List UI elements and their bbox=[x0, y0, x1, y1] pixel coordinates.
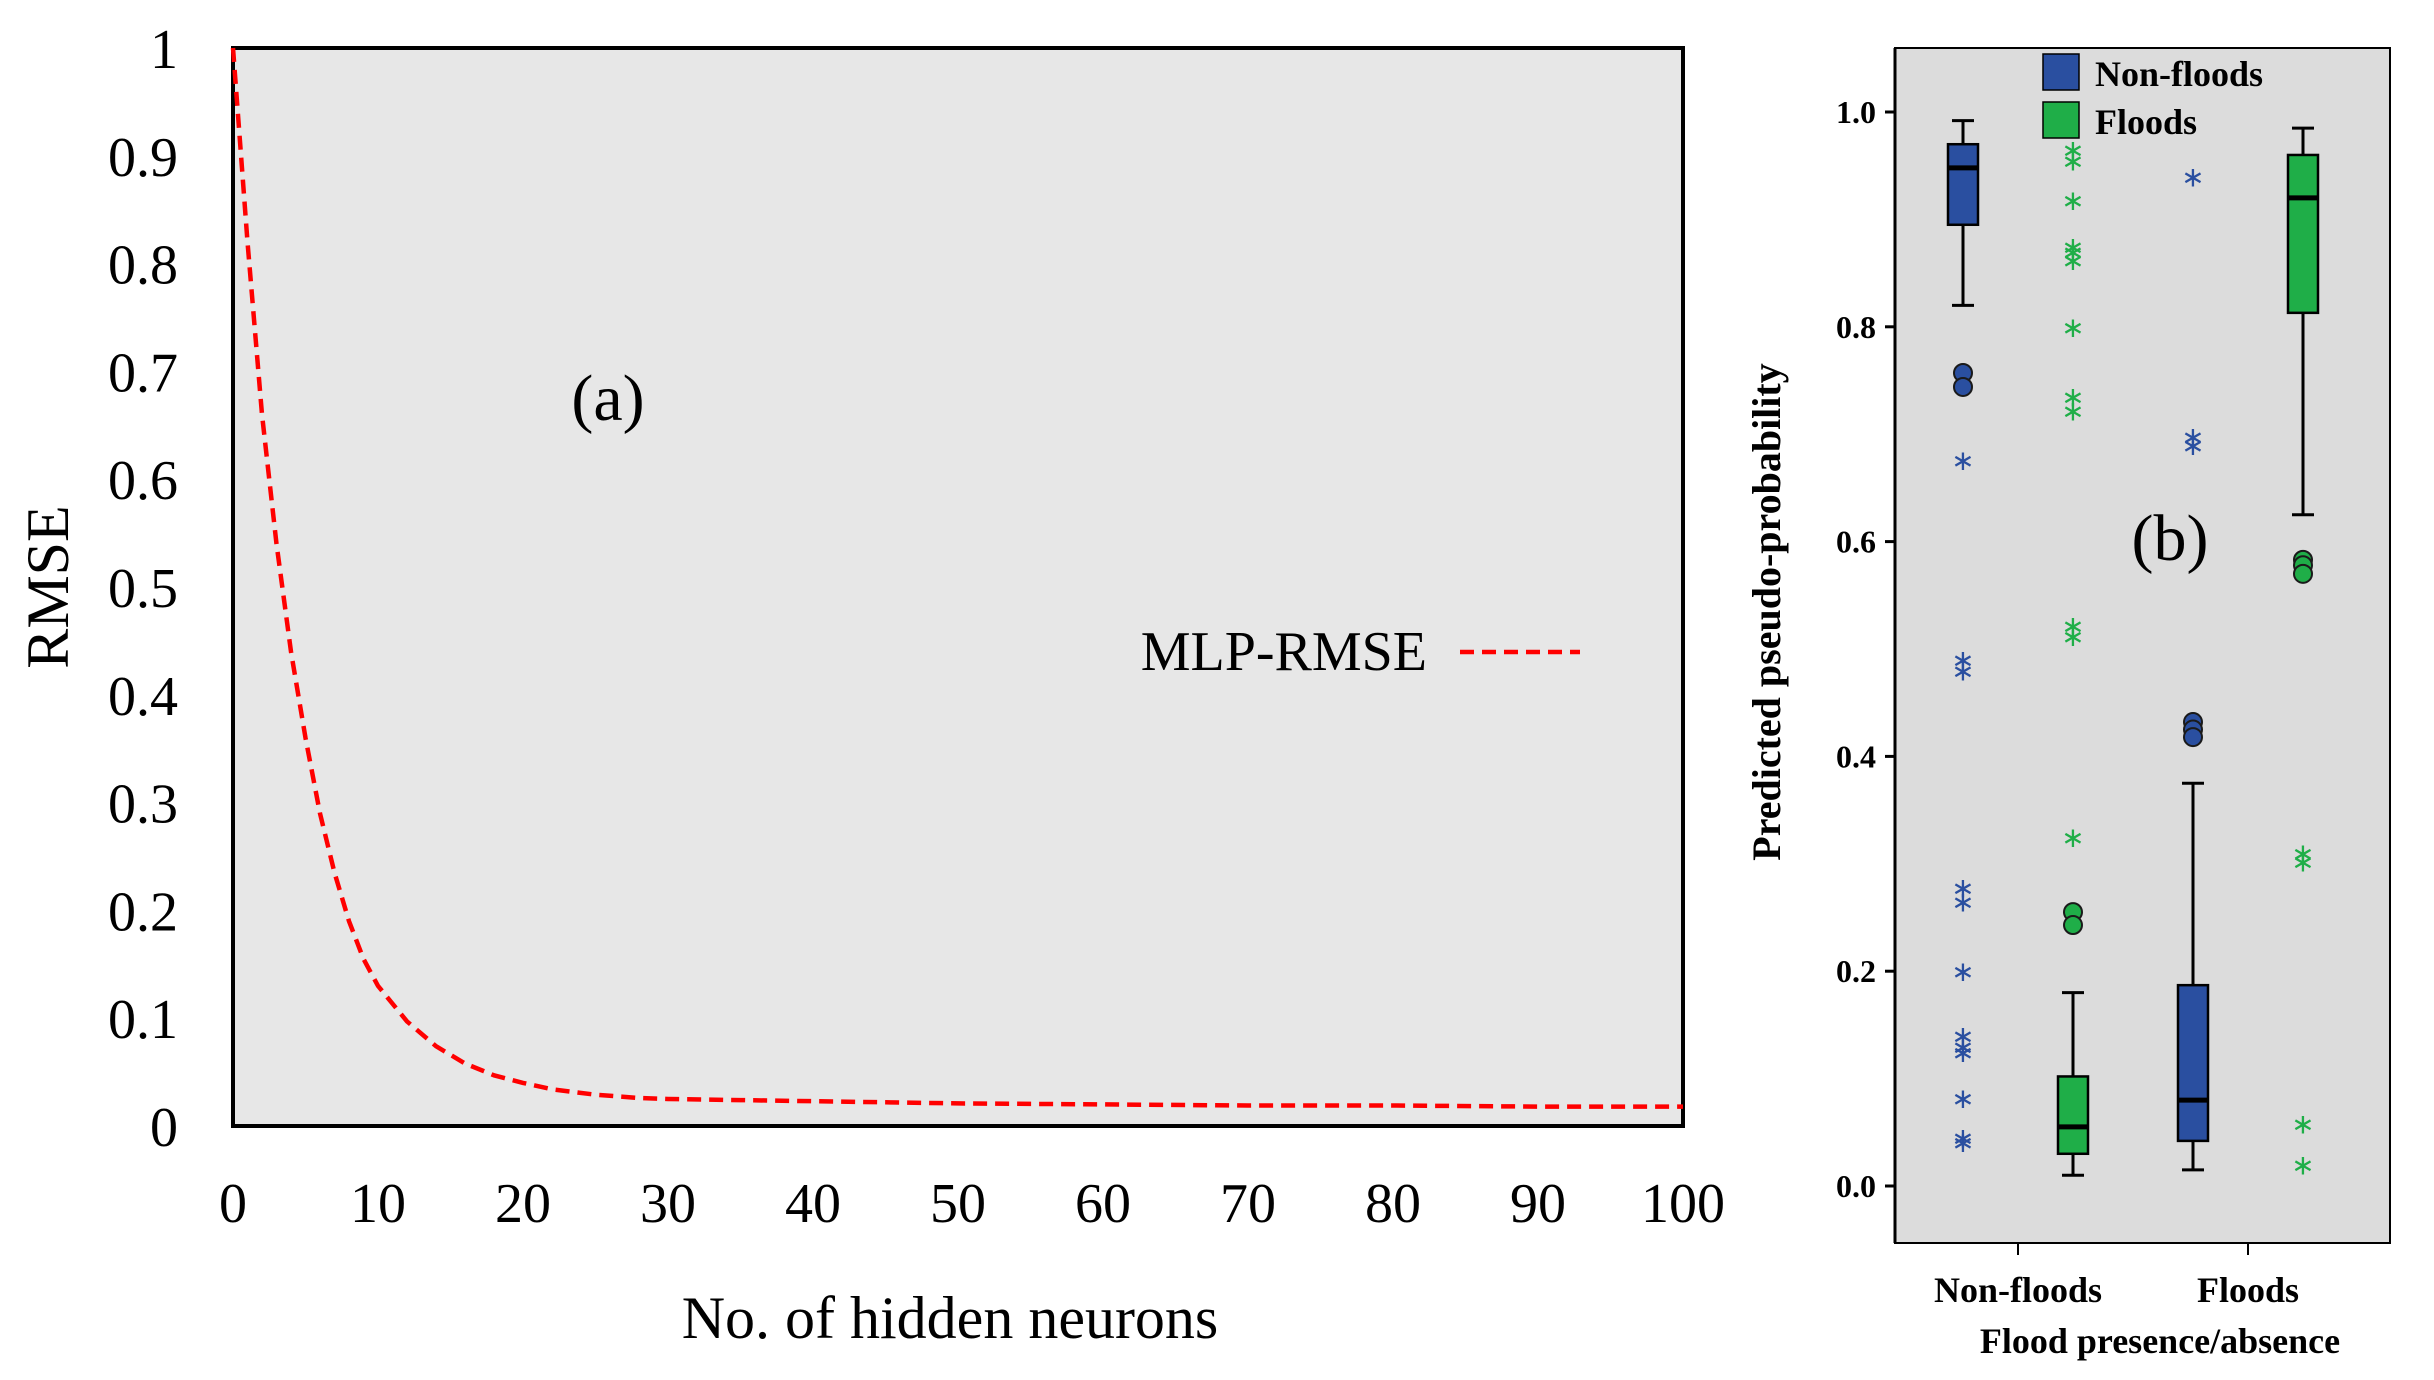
panel-a-x-axis-label: No. of hidden neurons bbox=[682, 1285, 1219, 1351]
panel-b-y-tick-label: 0.6 bbox=[1836, 524, 1876, 560]
panel-b-y-tick-label: 0.2 bbox=[1836, 953, 1876, 989]
panel-a-y-tick-label: 0.5 bbox=[108, 558, 178, 620]
box-iqr bbox=[2176, 983, 2210, 1143]
panel-a-x-tick-label: 40 bbox=[785, 1173, 841, 1235]
panel-a-y-tick-label: 0.3 bbox=[108, 774, 178, 836]
panel-a-y-tick-label: 0.9 bbox=[108, 127, 178, 189]
box-outlier-circle bbox=[1953, 376, 1973, 397]
box-outlier-star: ∗ bbox=[2061, 395, 2084, 428]
box-outlier-star: ∗ bbox=[1951, 871, 1974, 904]
panel-b-y-tick-label: 1.0 bbox=[1836, 94, 1876, 130]
box-iqr bbox=[2056, 1075, 2090, 1156]
box-outlier-star: ∗ bbox=[1951, 1122, 1974, 1155]
box-outlier-star: ∗ bbox=[1951, 1036, 1974, 1069]
box-outlier-star: ∗ bbox=[1951, 1126, 1974, 1159]
box-outlier-circle bbox=[2183, 727, 2203, 748]
panel-a-x-tick-labels: 0 10 20 30 40 50 60 70 80 90 100 bbox=[219, 1173, 1725, 1235]
panel-a-y-tick-labels: 0 0.1 0.2 0.3 0.4 0.5 0.6 0.7 0.8 0.9 1 bbox=[108, 19, 178, 1159]
box-outlier-star: ∗ bbox=[2061, 134, 2084, 167]
panel-a-legend-label: MLP-RMSE bbox=[1141, 621, 1427, 683]
box-floods-non-floods: ∗∗∗∗∗∗∗∗∗∗∗∗ bbox=[2056, 134, 2090, 1177]
panel-b-y-tick-labels: 0.0 0.2 0.4 0.6 0.8 1.0 bbox=[1836, 94, 1895, 1204]
box-non-floods-floods: ∗∗∗ bbox=[2176, 160, 2210, 1172]
box-outlier-star: ∗ bbox=[2181, 429, 2204, 462]
box-outlier-star: ∗ bbox=[2061, 230, 2084, 263]
panel-b-boxes: ∗∗∗∗∗∗∗∗∗∗∗∗∗∗∗∗∗∗∗∗∗∗∗∗∗∗∗ ∗∗∗∗ bbox=[1946, 119, 2320, 1182]
panel-a-x-tick-label: 70 bbox=[1220, 1173, 1276, 1235]
box-outlier-star: ∗ bbox=[1951, 654, 1974, 687]
box-outlier-star: ∗ bbox=[2061, 244, 2084, 277]
panel-b-x-axis-label: Flood presence/absence bbox=[1980, 1321, 2340, 1361]
box-iqr bbox=[1946, 142, 1980, 227]
panel-b-y-tick-label: 0.0 bbox=[1836, 1168, 1876, 1204]
box-non-floods-non-floods: ∗∗∗∗∗∗∗∗∗∗∗∗ bbox=[1946, 119, 1980, 1159]
panel-a-y-tick-label: 1 bbox=[150, 19, 178, 81]
box-outlier-star: ∗ bbox=[2061, 184, 2084, 217]
panel-b-legend-label-floods: Floods bbox=[2095, 102, 2197, 142]
box-outlier-star: ∗ bbox=[1951, 885, 1974, 918]
box-outlier-star: ∗ bbox=[2291, 1108, 2314, 1141]
box-outlier-star: ∗ bbox=[2061, 381, 2084, 414]
box-outlier-star: ∗ bbox=[2181, 420, 2204, 453]
box-outlier-circle bbox=[2293, 563, 2313, 584]
box-outlier-star: ∗ bbox=[2291, 837, 2314, 870]
panel-b-legend-label-non-floods: Non-floods bbox=[2095, 54, 2263, 94]
box-outlier-circle bbox=[2063, 915, 2083, 936]
box-outlier-star: ∗ bbox=[2061, 236, 2084, 269]
panel-a-x-tick-label: 100 bbox=[1641, 1173, 1725, 1235]
box-outlier-star: ∗ bbox=[1951, 1030, 1974, 1063]
panel-a-x-tick-label: 20 bbox=[495, 1173, 551, 1235]
panel-a-x-tick-label: 60 bbox=[1075, 1173, 1131, 1235]
panel-a-y-tick-label: 0.6 bbox=[108, 450, 178, 512]
box-outlier-star: ∗ bbox=[1951, 444, 1974, 477]
box-outlier-star: ∗ bbox=[1951, 955, 1974, 988]
panel-b-box-plot: 0.00.20.40.60.81.0 Non-floods Floods ∗∗∗∗… bbox=[1744, 47, 2391, 1361]
panel-a-y-tick-label: 0.8 bbox=[108, 235, 178, 297]
panel-b-y-axis-label: Predicted pseudo-probability bbox=[1744, 363, 1789, 860]
panel-a-x-tick-label: 30 bbox=[640, 1173, 696, 1235]
panel-a-y-tick-label: 0 bbox=[150, 1097, 178, 1159]
panel-a-y-tick-label: 0.4 bbox=[108, 666, 178, 728]
box-outlier-star: ∗ bbox=[2061, 821, 2084, 854]
panel-a-x-tick-label: 50 bbox=[930, 1173, 986, 1235]
box-outlier-star: ∗ bbox=[2061, 609, 2084, 642]
box-outlier-star: ∗ bbox=[1951, 1082, 1974, 1115]
panel-a-y-tick-label: 0.7 bbox=[108, 342, 178, 404]
panel-b-y-tick-label: 0.4 bbox=[1836, 738, 1876, 774]
panel-b-x-tick-label: Non-floods bbox=[1934, 1270, 2102, 1310]
panel-b-x-tick-label: Floods bbox=[2197, 1270, 2299, 1310]
panel-b-x-tick-labels: Non-floods Floods bbox=[1934, 1243, 2299, 1310]
box-floods-floods: ∗∗∗∗ bbox=[2286, 126, 2320, 1182]
box-outlier-star: ∗ bbox=[2061, 144, 2084, 177]
panel-a-x-tick-label: 90 bbox=[1510, 1173, 1566, 1235]
panel-a-y-tick-label: 0.2 bbox=[108, 881, 178, 943]
panel-a-x-tick-label: 0 bbox=[219, 1173, 247, 1235]
panel-b-legend-swatch-non-floods bbox=[2042, 53, 2080, 91]
box-outlier-star: ∗ bbox=[2061, 620, 2084, 653]
box-outlier-star: ∗ bbox=[1951, 1020, 1974, 1053]
panel-b-y-tick-label: 0.8 bbox=[1836, 309, 1876, 345]
panel-a-plot-background bbox=[231, 46, 1685, 1128]
box-iqr bbox=[2286, 153, 2320, 315]
panel-a-label: (a) bbox=[571, 362, 644, 435]
panel-a-series-line-mlp-rmse bbox=[230, 47, 1683, 1109]
box-outlier-star: ∗ bbox=[1951, 644, 1974, 677]
panel-a-line-chart: 0 0.1 0.2 0.3 0.4 0.5 0.6 0.7 0.8 0.9 1 0 10 20 30 40 5… bbox=[15, 19, 1725, 1351]
panel-a-y-tick-label: 0.1 bbox=[108, 989, 178, 1051]
panel-b-legend: Non-floods Floods bbox=[2042, 53, 2263, 142]
box-outlier-star: ∗ bbox=[2291, 1149, 2314, 1182]
panel-b-legend-swatch-floods bbox=[2042, 101, 2080, 139]
panel-a-x-tick-label: 10 bbox=[350, 1173, 406, 1235]
panel-b-label: (b) bbox=[2132, 502, 2209, 575]
panel-a-y-axis-label: RMSE bbox=[15, 505, 81, 668]
box-outlier-star: ∗ bbox=[2181, 160, 2204, 193]
box-outlier-star: ∗ bbox=[2061, 311, 2084, 344]
box-outlier-star: ∗ bbox=[2291, 846, 2314, 879]
panel-a-x-tick-label: 80 bbox=[1365, 1173, 1421, 1235]
